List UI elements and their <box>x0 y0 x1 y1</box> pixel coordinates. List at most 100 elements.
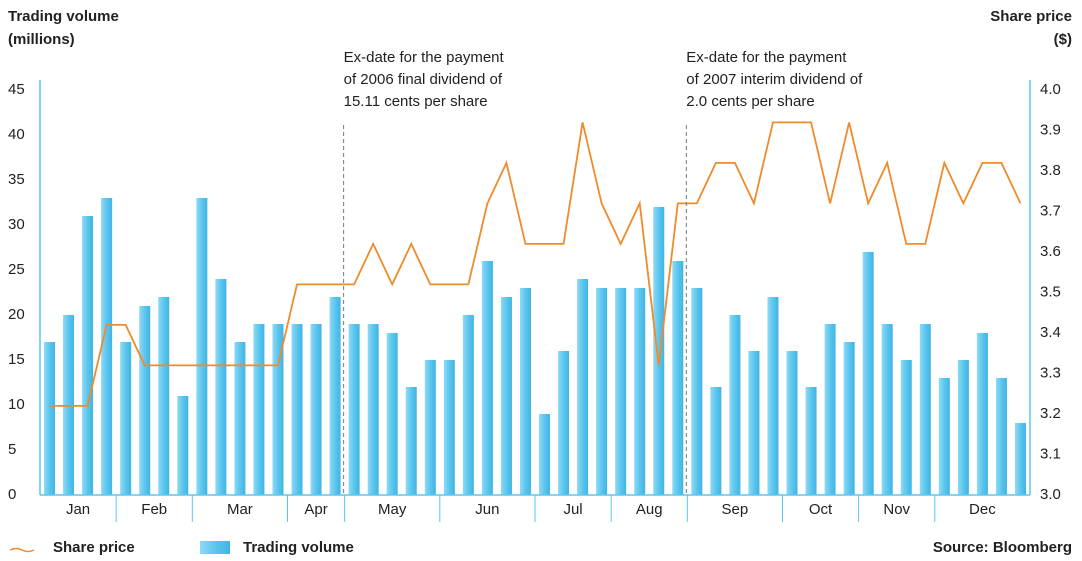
bar <box>291 324 303 495</box>
annotation-text: 2.0 cents per share <box>686 93 814 110</box>
bar <box>767 297 779 495</box>
annotation-text: Ex-date for the payment <box>686 49 847 66</box>
y2-tick-label: 3.4 <box>1040 324 1061 341</box>
bar <box>634 288 646 495</box>
bar <box>900 360 912 495</box>
y2-tick-label: 3.8 <box>1040 162 1061 179</box>
x-tick-label: Apr <box>304 501 327 518</box>
bar <box>615 288 627 495</box>
annotation-text: of 2007 interim dividend of <box>686 71 863 88</box>
x-tick-label: May <box>378 501 407 518</box>
bar <box>748 351 760 495</box>
bar <box>158 297 170 495</box>
bar <box>862 252 874 495</box>
legend-swatch <box>9 547 35 553</box>
bar <box>539 414 551 495</box>
bar <box>577 279 589 495</box>
y2-tick-label: 3.3 <box>1040 364 1061 381</box>
bar <box>329 297 341 495</box>
y-title: (millions) <box>8 31 75 48</box>
annotation-text: Ex-date for the payment <box>344 49 505 66</box>
y2-title: Share price <box>990 8 1072 25</box>
bar <box>462 315 474 495</box>
annotation-text: of 2006 final dividend of <box>344 71 503 88</box>
bar <box>596 288 608 495</box>
y-tick-label: 20 <box>8 306 25 323</box>
bar <box>424 360 436 495</box>
bar <box>500 297 512 495</box>
x-tick-label: Jun <box>475 501 499 518</box>
bar <box>881 324 893 495</box>
x-tick-label: Oct <box>809 501 833 518</box>
bar <box>253 324 265 495</box>
bar <box>101 198 113 495</box>
bar <box>519 288 531 495</box>
bar <box>177 396 189 495</box>
x-tick-label: Dec <box>969 501 996 518</box>
bar <box>44 342 56 495</box>
y-tick-label: 5 <box>8 441 16 458</box>
bar <box>938 378 950 495</box>
bar <box>653 207 665 495</box>
y-tick-label: 45 <box>8 81 25 98</box>
y-title: Trading volume <box>8 8 119 25</box>
y-tick-label: 25 <box>8 261 25 278</box>
x-tick-label: Jan <box>66 501 90 518</box>
bar <box>1014 423 1026 495</box>
y-tick-label: 0 <box>8 486 16 503</box>
bar <box>386 333 398 495</box>
bar <box>405 387 417 495</box>
bar <box>139 306 151 495</box>
bar <box>558 351 570 495</box>
bar <box>710 387 722 495</box>
y-tick-label: 35 <box>8 171 25 188</box>
bar <box>786 351 798 495</box>
annotation-text: 15.11 cents per share <box>344 93 488 110</box>
bar <box>481 261 493 495</box>
bar <box>691 288 703 495</box>
y2-title: ($) <box>1054 31 1072 48</box>
source: Source: Bloomberg <box>933 539 1072 556</box>
bar <box>82 216 94 495</box>
y2-tick-label: 3.7 <box>1040 202 1061 219</box>
y2-tick-label: 3.6 <box>1040 243 1061 260</box>
bar <box>995 378 1007 495</box>
bar <box>310 324 322 495</box>
legend-label: Share price <box>53 539 135 556</box>
bar <box>843 342 855 495</box>
x-tick-label: Feb <box>141 501 167 518</box>
y-tick-label: 30 <box>8 216 25 233</box>
bar <box>957 360 969 495</box>
bar <box>234 342 246 495</box>
bar <box>272 324 284 495</box>
y-tick-label: 40 <box>8 126 25 143</box>
y2-tick-label: 4.0 <box>1040 81 1061 98</box>
y2-tick-label: 3.1 <box>1040 445 1061 462</box>
price-line <box>49 121 1022 407</box>
bar <box>120 342 132 495</box>
bar <box>729 315 741 495</box>
bar <box>348 324 360 495</box>
bar <box>805 387 817 495</box>
legend-label: Trading volume <box>243 539 354 556</box>
bar <box>919 324 931 495</box>
x-tick-label: Sep <box>722 501 749 518</box>
bar <box>443 360 455 495</box>
x-tick-label: Aug <box>636 501 663 518</box>
legend-swatch <box>200 541 230 554</box>
bar <box>215 279 227 495</box>
bar <box>672 261 684 495</box>
bar <box>196 198 208 495</box>
y2-tick-label: 3.2 <box>1040 405 1061 422</box>
x-tick-label: Nov <box>883 501 910 518</box>
x-tick-label: Mar <box>227 501 253 518</box>
bar <box>367 324 379 495</box>
bar <box>976 333 988 495</box>
x-tick-label: Jul <box>563 501 582 518</box>
y2-tick-label: 3.9 <box>1040 121 1061 138</box>
y2-tick-label: 3.5 <box>1040 283 1061 300</box>
y2-tick-label: 3.0 <box>1040 486 1061 503</box>
bar <box>824 324 836 495</box>
y-tick-label: 15 <box>8 351 25 368</box>
